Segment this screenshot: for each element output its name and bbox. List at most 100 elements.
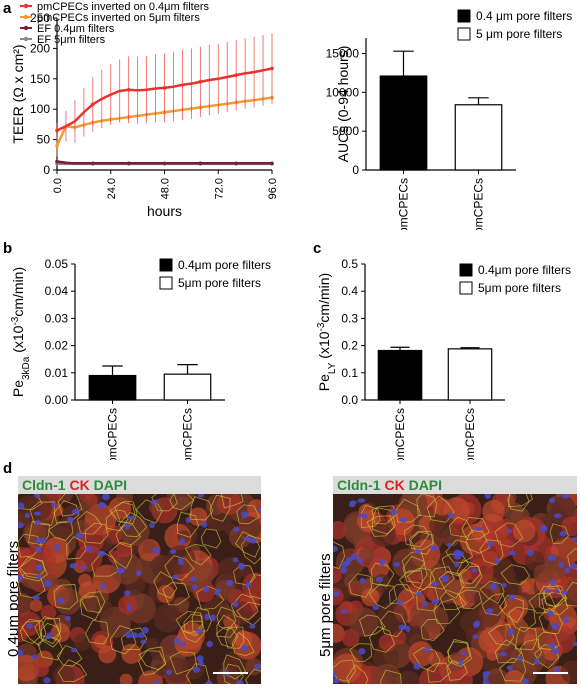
micrograph-right-stain-label: Cldn-1 CK DAPI — [333, 476, 577, 494]
nucleus — [339, 609, 348, 614]
cell-junction — [479, 539, 504, 566]
nucleus — [51, 502, 57, 508]
cell-junction — [542, 587, 568, 607]
cell-cytokeratin — [419, 666, 448, 684]
nucleus — [484, 494, 491, 499]
cell-junction — [138, 650, 166, 676]
nucleus — [527, 549, 534, 556]
cell-junction — [190, 496, 214, 521]
bar — [163, 373, 212, 401]
nucleus — [474, 526, 482, 531]
teer-line-chart: 0 50 100 150 200 250 0.0 24.0 48.0 72.0 96.0 hours T… — [10, 1, 279, 219]
cell-junction — [543, 583, 566, 608]
nucleus — [506, 665, 514, 671]
cell-junction — [519, 638, 542, 666]
nucleus — [196, 655, 204, 662]
micrograph-left-stain-label: Cldn-1 CK DAPI — [18, 476, 261, 494]
nucleus — [472, 634, 479, 640]
cell-cytokeratin — [98, 645, 117, 664]
nucleus — [405, 625, 411, 633]
nucleus — [333, 591, 340, 597]
cell-junction — [34, 616, 61, 645]
cell-junction — [507, 606, 536, 633]
cell-junction — [412, 647, 441, 673]
y-axis-title: Pe3kDa (x10-3cm/min) — [10, 267, 32, 397]
nucleus — [501, 582, 507, 588]
cell-junction — [487, 623, 515, 646]
nucleus — [32, 595, 40, 601]
nucleus — [357, 557, 363, 564]
legend-label: 0.4 μm pore filters — [476, 9, 572, 23]
cell-junction — [216, 606, 237, 631]
nucleus — [346, 556, 354, 562]
cell-cytokeratin — [565, 578, 577, 602]
cell-junction — [408, 531, 434, 551]
cell-junction — [371, 562, 395, 587]
data-point — [126, 161, 131, 166]
cell-cytokeratin — [482, 520, 495, 534]
cell-junction — [567, 548, 577, 570]
data-point — [270, 66, 274, 71]
nucleus — [570, 562, 577, 570]
nucleus — [226, 579, 234, 587]
data-point — [126, 87, 131, 92]
pe-ly-bar-chart: 0.0 0.1 0.2 0.3 0.4 0.5 pmCPECs pmCPECs 0.4μm po… — [316, 257, 571, 460]
panel-letter-c: c — [313, 240, 322, 257]
cell-cytokeratin — [217, 494, 242, 516]
nucleus — [24, 512, 31, 519]
nucleus — [446, 542, 453, 547]
nucleus — [35, 546, 42, 554]
nucleus — [249, 537, 257, 544]
nucleus — [173, 637, 181, 645]
cell-junction — [109, 625, 137, 655]
nucleus — [415, 591, 423, 597]
legend-marker — [23, 36, 29, 42]
nucleus — [414, 549, 422, 554]
nucleus — [206, 640, 213, 648]
cell-cytokeratin — [217, 556, 244, 584]
nucleus — [548, 642, 556, 648]
y-tick-label: 150 — [30, 72, 50, 86]
cell-junction — [494, 639, 522, 664]
nucleus — [240, 511, 249, 518]
nucleus — [148, 522, 155, 529]
x-tick-label: 48.0 — [160, 178, 172, 199]
nucleus — [549, 579, 557, 586]
y-tick-label: 0.05 — [45, 257, 69, 271]
nucleus — [233, 600, 239, 608]
nucleus — [153, 680, 159, 684]
scale-bar — [213, 672, 248, 674]
nucleus — [359, 577, 366, 584]
cell-junction — [420, 618, 445, 641]
cell-cytokeratin — [358, 546, 376, 563]
cell-cytokeratin — [121, 643, 142, 664]
y-tick-label: 0.2 — [341, 339, 358, 353]
panel-letter-b: b — [3, 240, 13, 257]
cell-junction — [508, 494, 533, 508]
y-tick-label: 0 — [352, 163, 359, 177]
nucleus — [135, 570, 142, 577]
nucleus — [151, 499, 158, 506]
cell-junction — [183, 613, 204, 637]
cell-junction — [29, 501, 56, 526]
cell-cytokeratin — [482, 499, 506, 523]
nucleus — [177, 557, 184, 562]
legend-marker — [23, 25, 29, 31]
nucleus — [507, 628, 514, 636]
cell-cytokeratin — [533, 563, 554, 584]
nucleus — [18, 522, 24, 529]
nucleus — [544, 588, 550, 594]
nucleus — [66, 516, 74, 524]
cell-junction — [445, 539, 474, 563]
cell-junction — [53, 584, 79, 610]
cell-cytokeratin — [409, 602, 434, 627]
legend-swatch — [459, 281, 473, 295]
cell-junction — [66, 536, 87, 560]
nucleus — [40, 537, 47, 544]
cell-cytokeratin — [154, 663, 168, 677]
cell-cytokeratin — [146, 637, 159, 651]
stain-ck: CK — [65, 477, 90, 493]
nucleus — [100, 583, 106, 590]
nucleus — [201, 521, 208, 528]
nucleus — [499, 651, 507, 657]
